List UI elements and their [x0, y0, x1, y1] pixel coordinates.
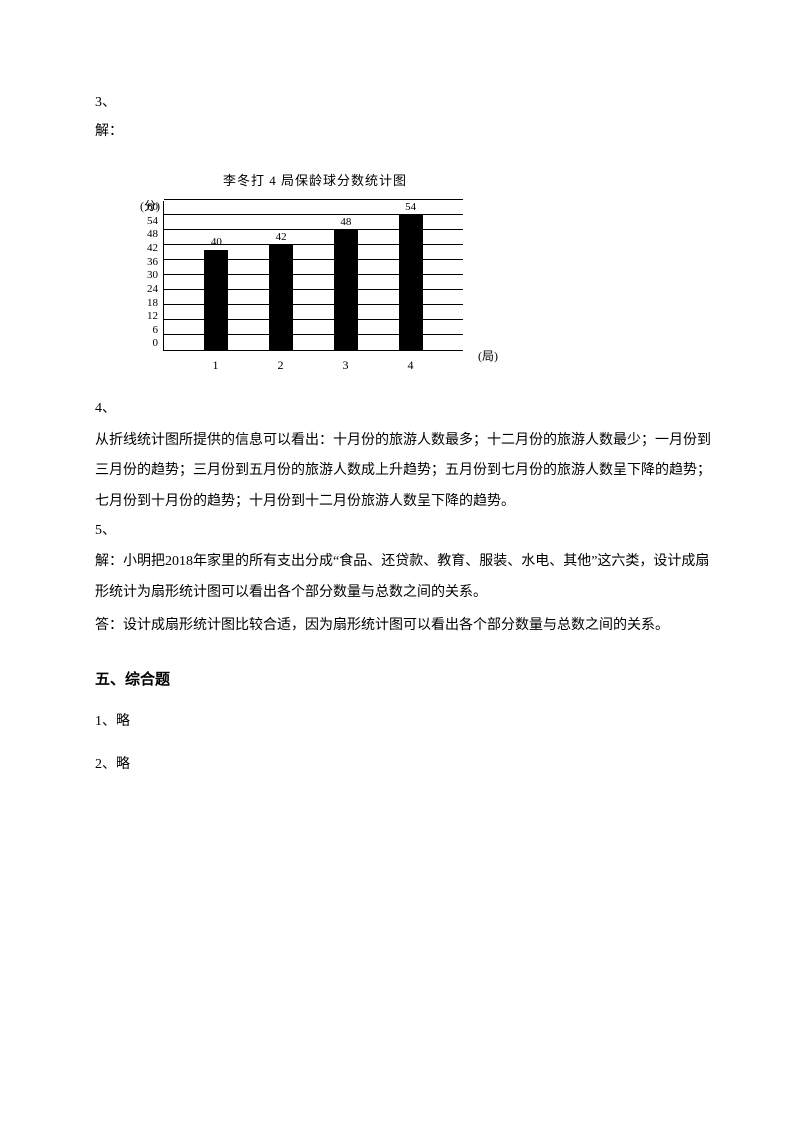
y-axis-unit: (分) — [140, 196, 160, 218]
q5-line1: 解：小明把2018年家里的所有支出分成“食品、还贷款、教育、服装、水电、其他”这… — [95, 547, 723, 609]
a2-num: 2、 — [95, 757, 116, 772]
x-label: 2 — [269, 355, 293, 377]
y-tick: 18 — [135, 296, 158, 310]
grid-line — [164, 304, 463, 305]
chart-title: 李冬打 4 局保龄球分数统计图 — [135, 169, 495, 192]
bar-chart: 李冬打 4 局保龄球分数统计图 (分) 06121824303642485460… — [135, 169, 495, 376]
y-tick: 6 — [135, 323, 158, 337]
x-axis: 1 2 3 4 — [163, 355, 463, 377]
bar-value-label: 54 — [405, 202, 416, 213]
a1-text: 略 — [116, 714, 130, 729]
bars-container: 40 42 48 54 — [164, 201, 463, 350]
bar-group: 54 — [399, 215, 423, 350]
grid-line — [164, 244, 463, 245]
grid-line — [164, 289, 463, 290]
grid-line — [164, 229, 463, 230]
grid-line — [164, 259, 463, 260]
bar — [399, 215, 423, 350]
y-tick: 12 — [135, 310, 158, 324]
x-label: 3 — [334, 355, 358, 377]
grid-line — [164, 334, 463, 335]
q5-number: 5、 — [95, 518, 723, 543]
bar-group: 40 — [204, 250, 228, 350]
answer-1: 1、略 — [95, 709, 723, 734]
y-tick: 48 — [135, 228, 158, 242]
bar — [204, 250, 228, 350]
grid-line — [164, 199, 463, 200]
q4-number: 4、 — [95, 396, 723, 421]
q5-line2: 答：设计成扇形统计图比较合适，因为扇形统计图可以看出各个部分数量与总数之间的关系… — [95, 611, 723, 642]
bar-value-label: 48 — [340, 217, 351, 228]
bar-value-label: 42 — [276, 232, 287, 243]
q3-solve: 解： — [95, 119, 723, 144]
plot-area: 40424854 (局) — [163, 201, 463, 351]
y-tick: 0 — [135, 337, 158, 351]
q3-number: 3、 — [95, 90, 723, 115]
a1-num: 1、 — [95, 714, 116, 729]
grid-line — [164, 274, 463, 275]
x-axis-unit: (局) — [478, 346, 498, 368]
bar-value-label: 40 — [211, 237, 222, 248]
x-label: 1 — [204, 355, 228, 377]
y-tick: 24 — [135, 283, 158, 297]
answer-2: 2、略 — [95, 752, 723, 777]
y-tick: 36 — [135, 255, 158, 269]
y-tick: 42 — [135, 242, 158, 256]
y-tick: 30 — [135, 269, 158, 283]
grid-line — [164, 214, 463, 215]
x-label: 4 — [399, 355, 423, 377]
bar-group: 48 — [334, 230, 358, 350]
grid-line — [164, 319, 463, 320]
bar — [334, 230, 358, 350]
y-axis: 06121824303642485460 — [135, 201, 163, 351]
section-5-title: 五、综合题 — [95, 667, 723, 694]
q4-text: 从折线统计图所提供的信息可以看出：十月份的旅游人数最多；十二月份的旅游人数最少；… — [95, 426, 723, 518]
a2-text: 略 — [116, 757, 130, 772]
